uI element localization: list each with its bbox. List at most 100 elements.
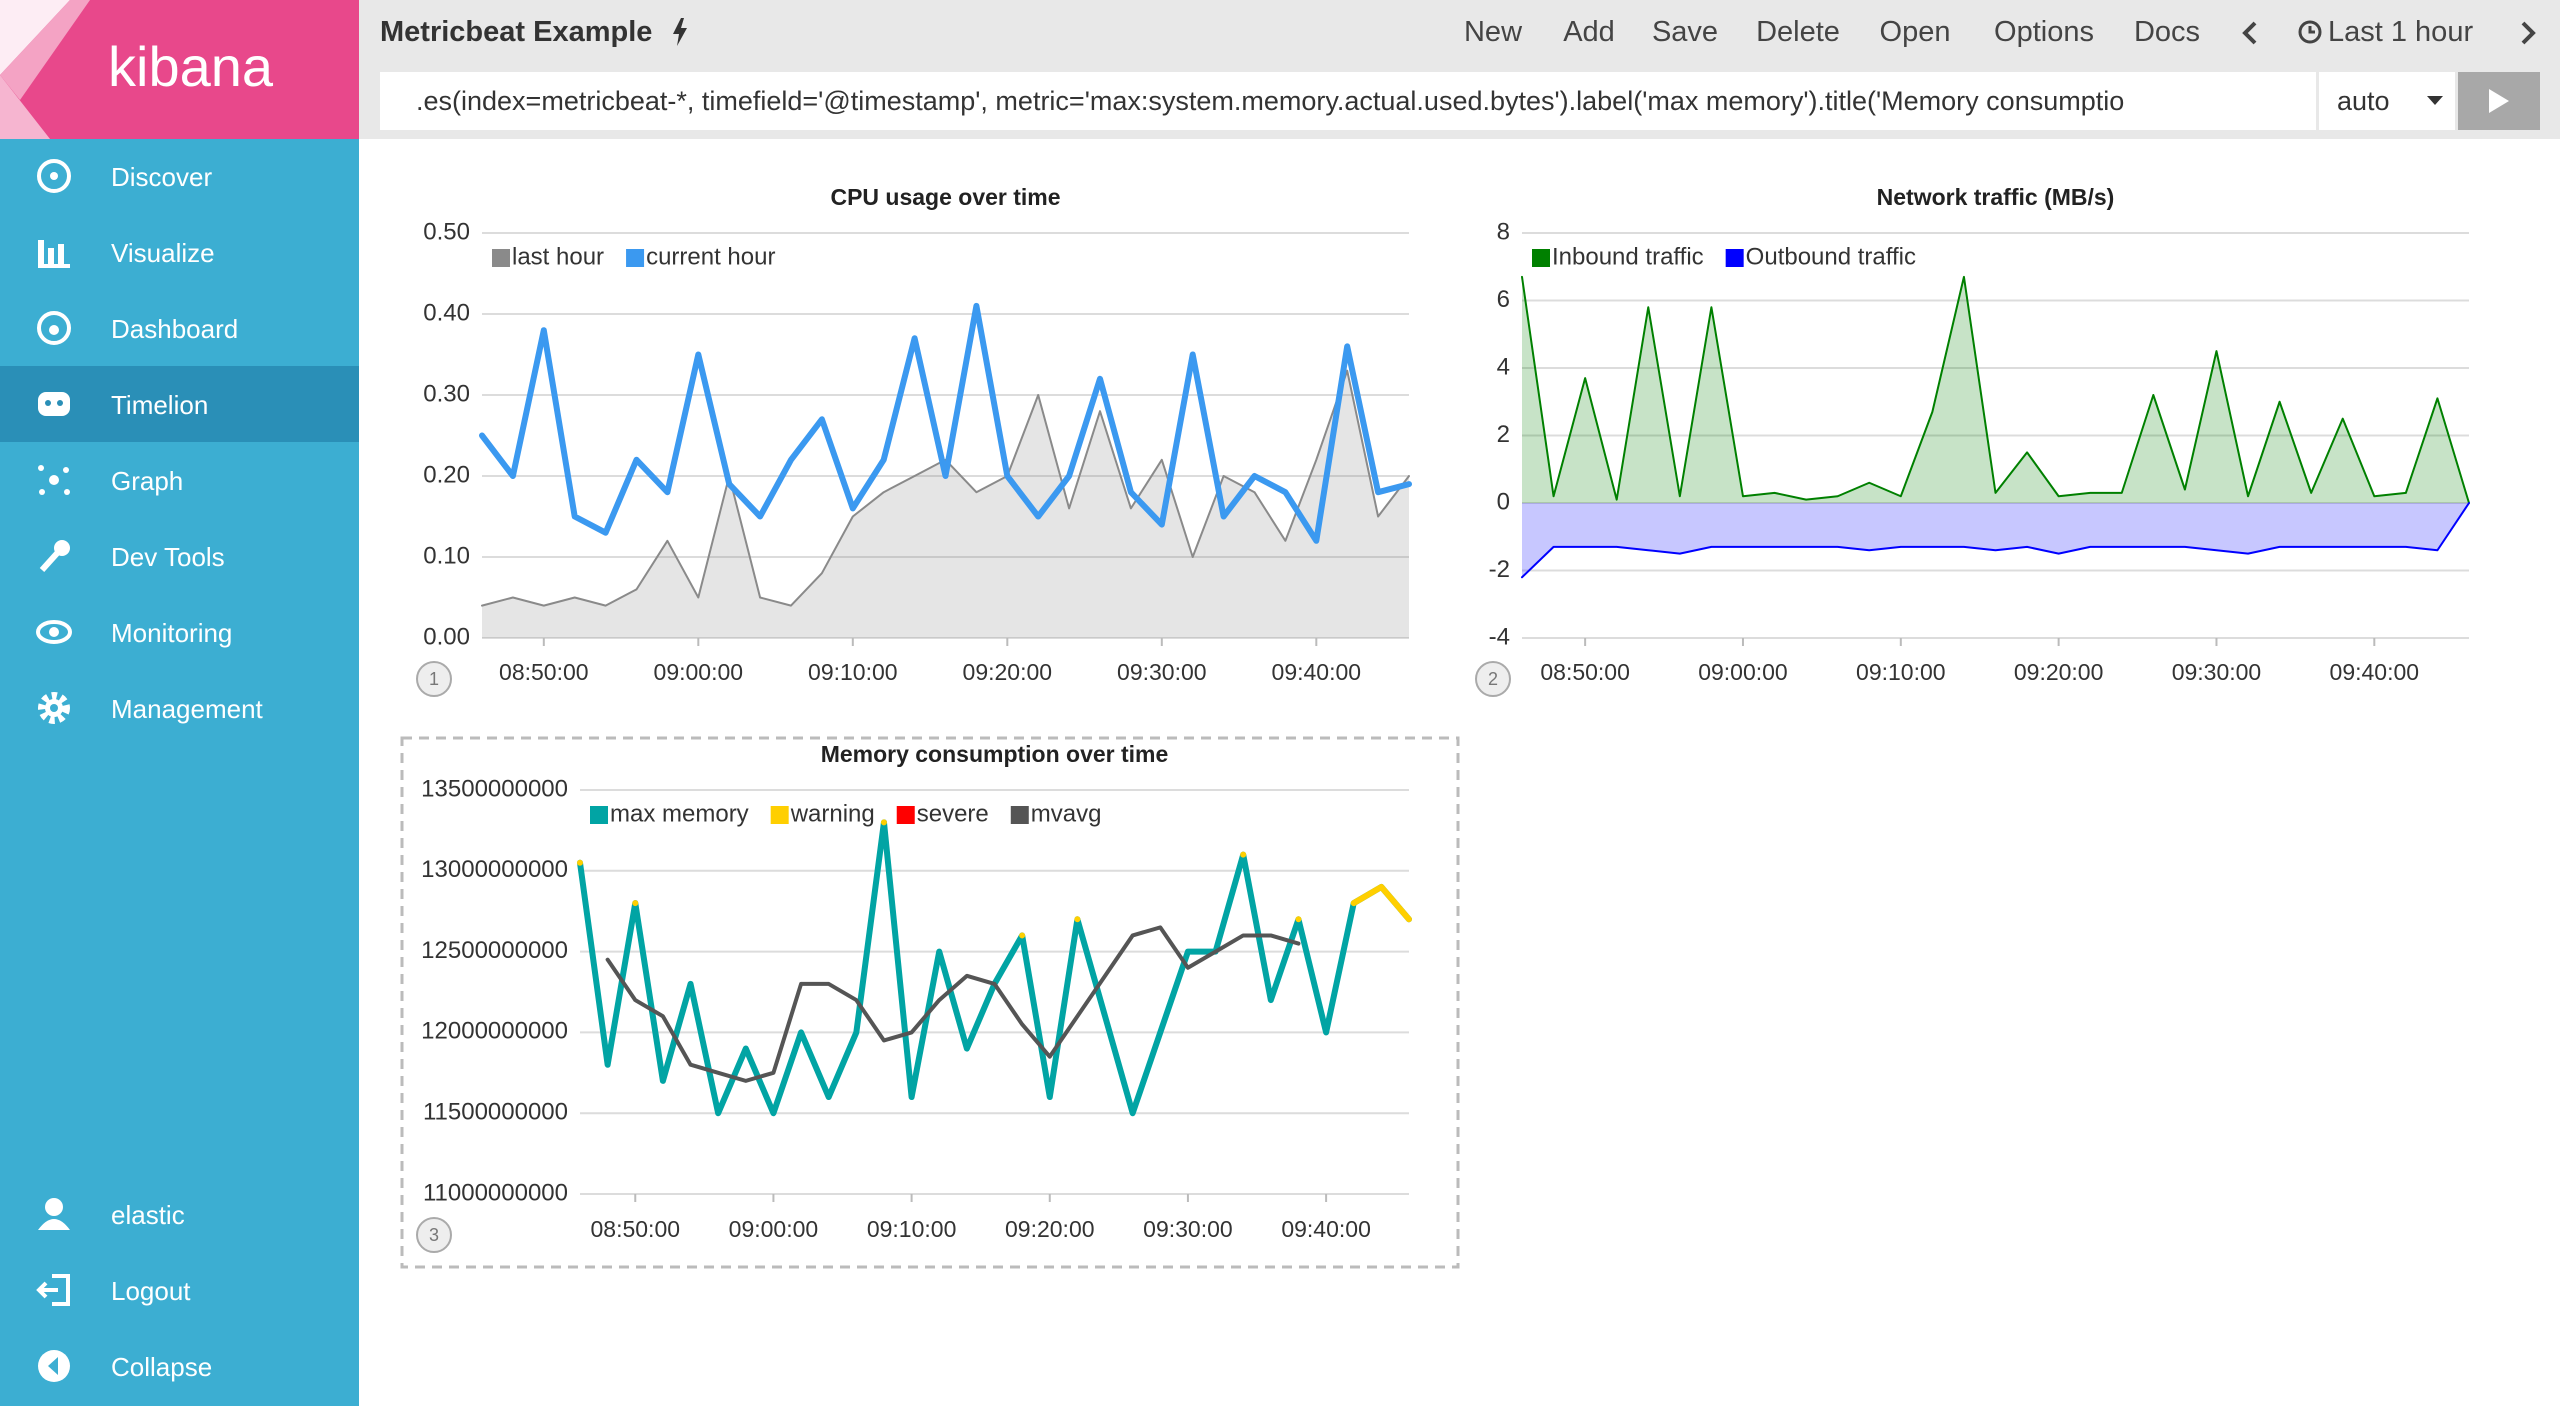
chart-title: Network traffic (MB/s)	[1877, 184, 2115, 210]
area-fill	[1522, 503, 2469, 578]
menu-item[interactable]: New	[1463, 16, 1523, 48]
x-tick-label: 08:50:00	[499, 659, 589, 685]
nav-item[interactable]: Visualize	[0, 214, 359, 290]
x-tick-label: 09:30:00	[2172, 659, 2262, 685]
legend-label: warning	[790, 800, 875, 827]
y-tick-label: 8	[1497, 218, 1510, 245]
expression-text: .es(index=metricbeat-*, timefield='@time…	[416, 86, 2125, 116]
x-tick-label: 09:20:00	[1005, 1216, 1095, 1242]
legend-label: Outbound traffic	[1746, 243, 1916, 270]
y-tick-label: 12500000000	[421, 937, 568, 964]
y-tick-label: 6	[1497, 286, 1510, 313]
app-name: kibana	[108, 35, 274, 98]
nav-item[interactable]: elastic	[0, 1176, 359, 1252]
next-button[interactable]	[2518, 20, 2538, 46]
x-tick-label: 09:00:00	[654, 659, 744, 685]
expression-input[interactable]: .es(index=metricbeat-*, timefield='@time…	[380, 72, 2316, 130]
legend-label: current hour	[646, 243, 775, 270]
clock-icon	[2298, 20, 2322, 44]
menu-item[interactable]: Options	[1994, 16, 2094, 48]
y-tick-label: 0.50	[423, 218, 470, 245]
selected-panel-border	[400, 736, 1460, 1269]
y-tick-label: 12000000000	[421, 1018, 568, 1045]
series-line	[1521, 502, 2470, 579]
y-tick-label: 13000000000	[421, 856, 568, 883]
nav-item[interactable]: Graph	[0, 442, 359, 518]
y-tick-label: 0.30	[423, 380, 470, 407]
x-tick-label: 09:30:00	[1117, 659, 1207, 685]
panel-number-badge	[1475, 661, 1511, 697]
x-tick-label: 09:40:00	[2330, 659, 2420, 685]
series-line	[605, 925, 1301, 1083]
x-tick-label: 09:20:00	[2014, 659, 2104, 685]
y-tick-label: 0.10	[423, 542, 470, 569]
time-range[interactable]: Last 1 hour	[2328, 16, 2474, 48]
nav-item[interactable]: Timelion	[0, 366, 359, 442]
nav-item[interactable]: Management	[0, 670, 359, 746]
nav-item[interactable]: Logout	[0, 1252, 359, 1328]
nav-item[interactable]: Monitoring	[0, 594, 359, 670]
y-tick-label: 0.40	[423, 299, 470, 326]
legend-label: severe	[917, 800, 989, 827]
nav-item[interactable]: Dashboard	[0, 290, 359, 366]
nav-label: elastic	[111, 1200, 185, 1230]
top-bar: Metricbeat Example New Add Save Delete O…	[359, 0, 2560, 139]
panel-number: 1	[429, 669, 439, 689]
chart-title: CPU usage over time	[830, 184, 1060, 210]
lightning-icon	[673, 18, 687, 46]
legend-swatch	[1725, 249, 1744, 267]
series-line	[577, 819, 1412, 939]
interval-select[interactable]: auto	[2319, 72, 2455, 130]
x-tick-label: 09:10:00	[808, 659, 898, 685]
y-tick-label: 11000000000	[423, 1179, 568, 1206]
x-tick-label: 08:50:00	[1540, 659, 1630, 685]
chart-title: Memory consumption over time	[821, 741, 1169, 767]
area-fill	[482, 370, 1409, 638]
interval-text: auto	[2337, 86, 2390, 116]
y-tick-label: 11500000000	[423, 1099, 568, 1126]
y-tick-label: -2	[1489, 556, 1510, 583]
nav-label: Discover	[111, 162, 213, 192]
logo-mark	[0, 0, 90, 139]
y-tick-label: 0	[1497, 488, 1510, 515]
legend-label: Inbound traffic	[1552, 243, 1704, 270]
legend-swatch	[626, 249, 645, 267]
legend-swatch	[492, 249, 510, 267]
menu-item[interactable]: Add	[1563, 16, 1615, 48]
menu-item[interactable]: Delete	[1756, 16, 1840, 48]
x-tick-label: 09:00:00	[1698, 659, 1788, 685]
y-tick-label: 4	[1497, 353, 1510, 380]
x-tick-label: 09:40:00	[1281, 1216, 1371, 1242]
menu-item[interactable]: Docs	[2133, 16, 2201, 48]
panel-number-badge	[416, 661, 452, 697]
y-tick-label: 0.00	[423, 623, 470, 650]
x-tick-label: 09:10:00	[1856, 659, 1946, 685]
legend-swatch	[590, 806, 608, 824]
y-tick-label: 2	[1497, 421, 1510, 448]
nav-item[interactable]: Discover	[0, 138, 359, 214]
x-tick-label: 09:00:00	[729, 1216, 819, 1242]
nav-label: Visualize	[111, 238, 215, 268]
logo[interactable]: kibana	[0, 0, 359, 139]
x-tick-label: 09:10:00	[867, 1216, 957, 1242]
menu-item[interactable]: Save	[1651, 16, 1719, 48]
x-tick-label: 09:40:00	[1272, 659, 1362, 685]
nav-item[interactable]: Collapse	[0, 1328, 359, 1404]
legend-label: max memory	[610, 800, 749, 827]
prev-button[interactable]	[2240, 20, 2260, 46]
x-tick-label: 08:50:00	[591, 1216, 681, 1242]
menu-item[interactable]: Open	[1879, 16, 1951, 48]
legend-label: mvavg	[1031, 800, 1102, 827]
panel-number: 2	[1488, 669, 1498, 689]
legend-label: last hour	[512, 243, 604, 270]
series-line	[1521, 275, 2470, 504]
series-line	[479, 302, 1412, 544]
nav-item[interactable]: Dev Tools	[0, 518, 359, 594]
nav-label: Dev Tools	[111, 542, 225, 572]
run-button[interactable]	[2458, 72, 2540, 130]
nav-label: Monitoring	[111, 618, 233, 648]
nav-label: Timelion	[111, 390, 209, 420]
nav-label: Logout	[111, 1276, 191, 1306]
